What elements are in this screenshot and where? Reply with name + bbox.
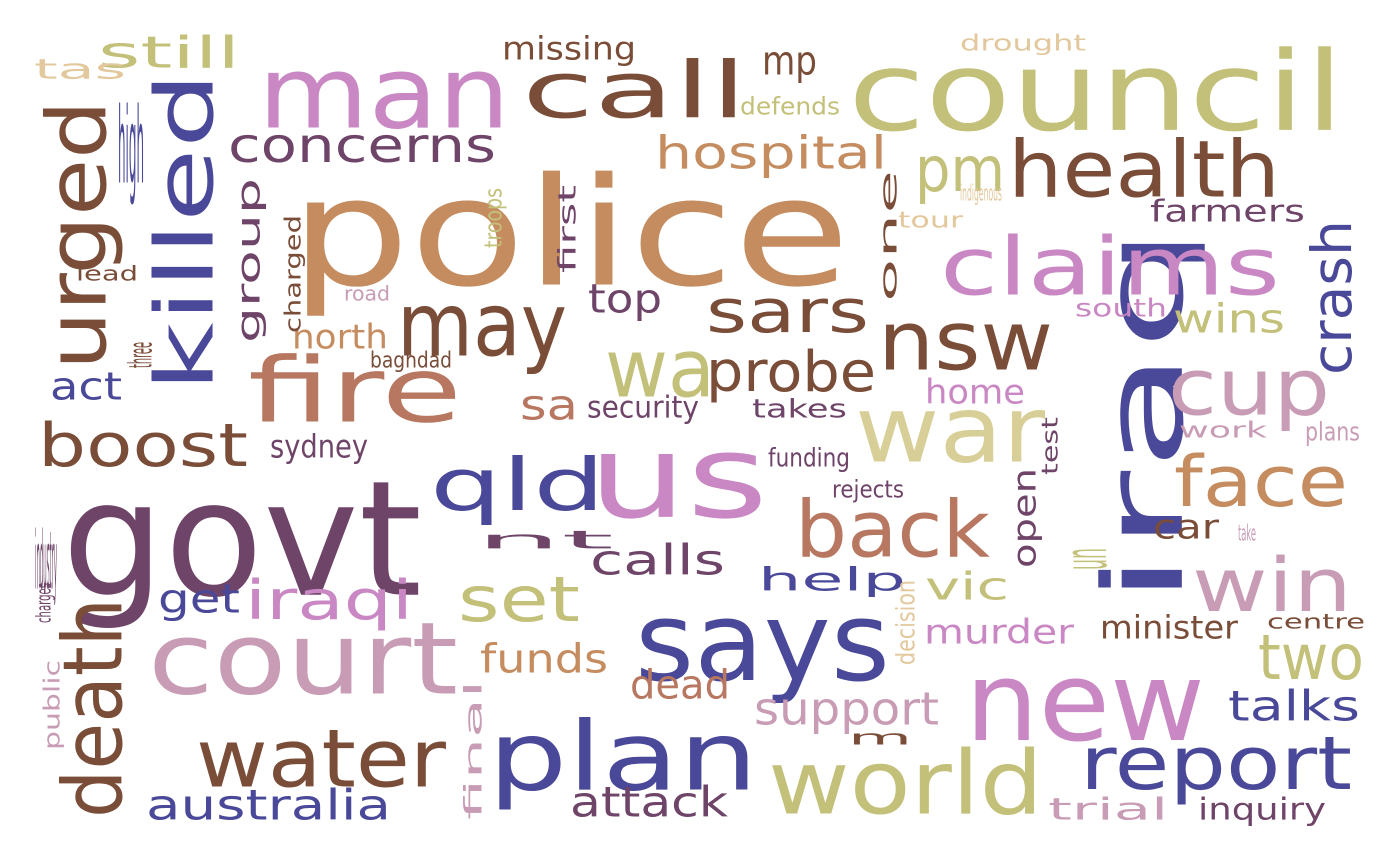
word-crash: crash xyxy=(1299,220,1365,375)
word-talks: talks xyxy=(1228,681,1360,731)
word-farmers: farmers xyxy=(1150,193,1305,229)
word-charged: charged xyxy=(280,215,307,333)
word-claims: claims xyxy=(940,220,1280,314)
word-two: two xyxy=(1258,622,1364,695)
word-nt: nt xyxy=(476,524,614,555)
word-set: set xyxy=(458,564,580,637)
word-world: world xyxy=(768,732,1043,835)
word-plan: plan xyxy=(488,701,758,813)
word-health: health xyxy=(1008,124,1280,216)
word-drought: drought xyxy=(960,30,1086,57)
word-may: may xyxy=(397,274,567,377)
word-support: support xyxy=(754,683,939,736)
word-cup: cup xyxy=(1168,342,1330,434)
word-north: north xyxy=(292,316,388,357)
word-man: man xyxy=(258,35,510,153)
word-car: car xyxy=(1153,506,1219,547)
word-tour: tour xyxy=(898,207,963,234)
word-funds: funds xyxy=(480,636,608,683)
word-get: get xyxy=(158,576,240,623)
word-funding: funding xyxy=(768,442,850,474)
word-says: says xyxy=(635,578,890,707)
word-qld: qld xyxy=(430,443,605,528)
word-report: report xyxy=(1080,721,1352,808)
word-still: still xyxy=(98,27,240,79)
word-council: council xyxy=(848,28,1344,157)
word-war: war xyxy=(855,376,1045,484)
word-charges: charges xyxy=(31,583,56,623)
word-probe: probe xyxy=(706,338,876,405)
word-police: police xyxy=(290,145,850,321)
word-top: top xyxy=(588,276,662,323)
word-final: final xyxy=(458,680,488,820)
word-high: high xyxy=(118,85,144,209)
word-indigenous: indigenous xyxy=(960,180,1002,207)
word-take: take xyxy=(1238,520,1256,547)
word-three: three xyxy=(122,342,160,368)
word-inquiry: inquiry xyxy=(1198,791,1326,827)
word-group: group xyxy=(230,178,268,343)
word-tas: tas xyxy=(34,53,126,86)
word-hospital: hospital xyxy=(655,127,887,180)
word-help: help xyxy=(758,561,906,599)
word-australia: australia xyxy=(146,780,391,830)
word-concerns: concerns xyxy=(228,117,496,175)
word-iraqi: iraqi xyxy=(245,569,413,633)
word-troops: troops xyxy=(478,188,508,248)
word-trial: trial xyxy=(1048,791,1168,827)
word-decision: decision xyxy=(890,580,922,665)
word-act: act xyxy=(50,363,122,409)
word-centre: centre xyxy=(1267,609,1365,634)
word-work: work xyxy=(1179,417,1267,444)
word-back: back xyxy=(795,484,990,576)
word-security: security xyxy=(587,389,699,425)
word-sydney: sydney xyxy=(270,428,368,466)
word-pm: pm xyxy=(915,134,1005,207)
word-call: call xyxy=(522,45,747,137)
word-nsw: nsw xyxy=(878,292,1053,389)
word-plans: plans xyxy=(1305,416,1360,448)
word-dead: dead xyxy=(630,662,730,709)
word-court: court xyxy=(148,601,458,719)
word-win: win xyxy=(1192,543,1352,630)
word-m: m xyxy=(848,725,912,750)
word-takes: takes xyxy=(752,393,847,425)
word-test: test xyxy=(1037,417,1064,475)
word-un: un xyxy=(1049,548,1121,570)
word-calls: calls xyxy=(590,535,725,585)
word-missing: missing xyxy=(502,30,636,68)
word-home: home xyxy=(925,371,1025,412)
word-new: new xyxy=(965,638,1205,767)
word-govt: govt xyxy=(62,445,422,633)
word-industry: industry xyxy=(35,514,57,608)
word-fire: fire xyxy=(248,337,462,443)
word-sars: sars xyxy=(706,275,869,347)
word-mp: mp xyxy=(762,38,817,85)
word-sa: sa xyxy=(520,380,578,430)
word-baghdad: baghdad xyxy=(370,347,452,374)
word-public: public xyxy=(39,660,66,750)
word-attack: attack xyxy=(570,777,728,827)
word-us: us xyxy=(588,409,768,545)
word-south: south xyxy=(1075,292,1167,323)
word-lead: lead xyxy=(76,261,138,286)
word-wa: wa xyxy=(605,322,715,416)
word-water: water xyxy=(196,712,446,806)
word-vic: vic xyxy=(925,563,1009,609)
word-one: one xyxy=(873,170,903,302)
word-wins: wins xyxy=(1173,296,1285,343)
word-minister: minister xyxy=(1100,609,1238,647)
word-road: road xyxy=(344,281,390,306)
word-boost: boost xyxy=(38,409,248,481)
word-face: face xyxy=(1174,441,1348,524)
word-defends: defends xyxy=(740,91,840,121)
word-open: open xyxy=(1006,468,1044,568)
word-urged: urged xyxy=(28,99,125,370)
word-first: first xyxy=(552,185,582,273)
word-murder: murder xyxy=(924,611,1074,652)
word-rejects: rejects xyxy=(832,474,904,504)
